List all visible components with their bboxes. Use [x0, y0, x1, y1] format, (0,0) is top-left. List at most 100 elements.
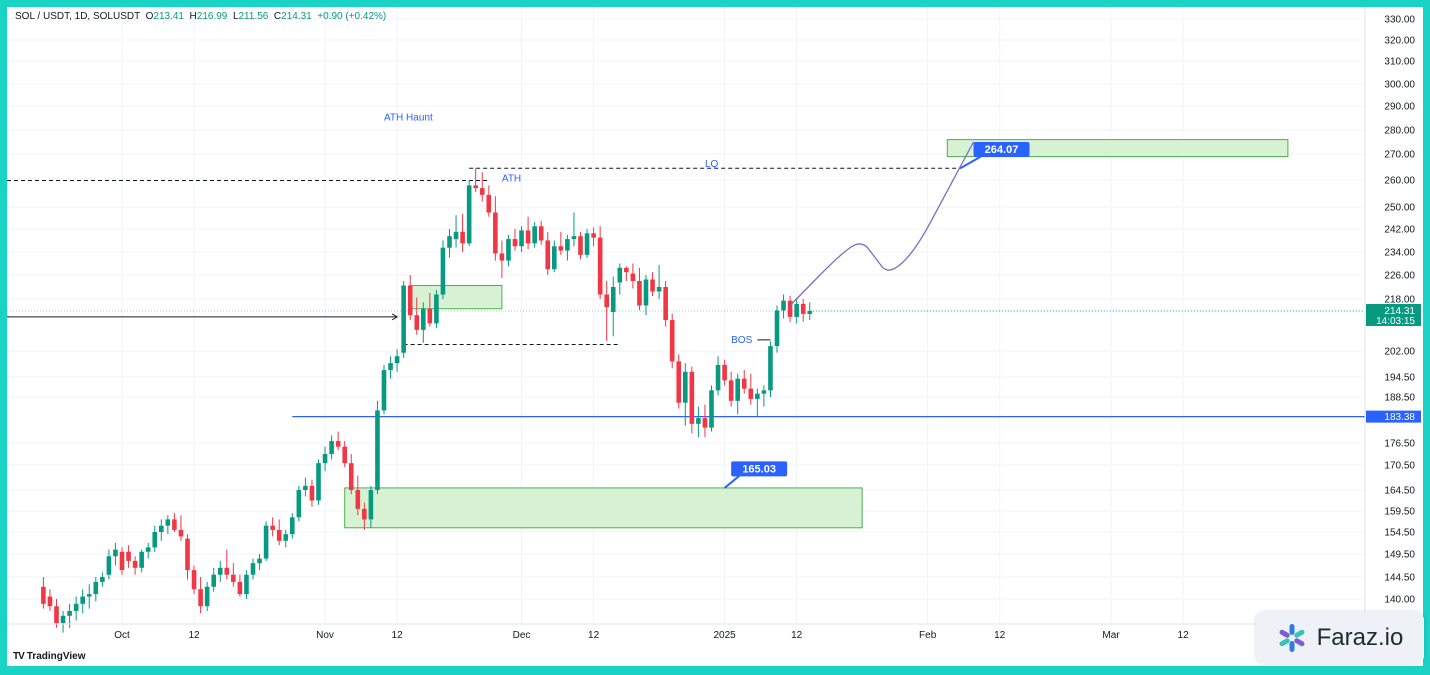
candle	[296, 485, 302, 522]
candle-body	[276, 529, 282, 541]
candle-body	[650, 279, 655, 292]
candle	[60, 611, 66, 633]
candle-body	[106, 556, 112, 575]
candle-body	[270, 525, 275, 530]
candle	[610, 276, 616, 337]
candle	[683, 363, 688, 426]
candle	[244, 570, 249, 599]
candle-body	[722, 364, 727, 381]
candle-body	[231, 574, 236, 582]
candle	[145, 543, 151, 559]
candle-body	[709, 390, 714, 428]
y-tick-label: 218.00	[1384, 295, 1415, 306]
candle	[466, 180, 472, 247]
candle-body	[329, 441, 334, 454]
candle-body	[800, 303, 806, 314]
candles-layer	[41, 168, 813, 633]
candle	[689, 366, 695, 434]
tradingview-logo[interactable]: TV TradingView	[13, 651, 86, 662]
last-price-tag-bg	[1366, 303, 1421, 326]
candle-body	[768, 346, 773, 391]
lq-label: LQ	[705, 159, 719, 170]
chart-background	[7, 7, 1423, 666]
candle-body	[322, 454, 328, 464]
y-tick-label: 300.00	[1384, 80, 1415, 91]
candle	[54, 599, 59, 628]
candle	[787, 296, 793, 322]
candle	[394, 349, 400, 372]
candle	[447, 229, 452, 258]
y-tick-label: 202.00	[1384, 347, 1415, 358]
candle-body	[696, 418, 701, 424]
candle	[421, 302, 426, 343]
y-tick-label: 188.50	[1384, 393, 1415, 404]
candle-body	[348, 463, 354, 490]
y-tick-label: 310.00	[1384, 57, 1415, 68]
candle	[381, 364, 387, 415]
candle-body	[296, 490, 302, 518]
y-tick-label: 149.50	[1384, 550, 1415, 561]
candle	[316, 459, 321, 505]
x-tick-label: Nov	[316, 630, 334, 641]
candle	[191, 565, 197, 595]
candle	[663, 281, 668, 327]
candle	[250, 558, 256, 580]
x-axis[interactable]: Oct 12 Nov 12 Dec 12 2025 12 Feb 12 Mar 12	[7, 623, 1423, 641]
x-tick-label: 12	[588, 630, 600, 641]
candle	[486, 185, 492, 217]
candle-body	[479, 188, 485, 195]
candle-body	[401, 285, 406, 353]
high-label: H	[189, 11, 197, 22]
y-tick-label: 159.50	[1384, 507, 1415, 518]
y-tick-label: 140.00	[1384, 595, 1415, 606]
candle	[552, 240, 557, 273]
candle	[73, 596, 79, 621]
y-axis[interactable]: 330.00 320.00 310.00 300.00 290.00 280.00 270.…	[1364, 7, 1421, 624]
candle	[303, 477, 308, 497]
candle	[643, 275, 649, 316]
candle-body	[624, 267, 629, 273]
candle-body	[512, 239, 518, 247]
price-chart[interactable]: ATH Haunt ATH LQ BOS 264.07 165.03 330.00 320.…	[7, 7, 1423, 666]
candle-body	[781, 300, 786, 311]
y-tick-label: 250.00	[1384, 203, 1415, 214]
close-value: 214.31	[281, 11, 312, 22]
candle-body	[689, 371, 695, 424]
candle	[126, 545, 131, 568]
support-tag-value: 183.38	[1384, 412, 1415, 423]
candle-body	[525, 230, 531, 244]
candle-body	[748, 388, 754, 399]
candle	[591, 227, 596, 247]
candle-body	[159, 525, 164, 532]
candle-body	[447, 236, 452, 248]
candle	[204, 581, 210, 611]
candle	[800, 299, 806, 322]
open-value: 213.41	[153, 11, 184, 22]
candle-body	[113, 549, 118, 557]
candle-body	[715, 364, 721, 391]
candle-body	[565, 239, 570, 251]
candle-body	[663, 287, 668, 321]
candle	[453, 215, 459, 248]
candle-body	[578, 236, 583, 255]
candle	[368, 485, 374, 528]
candle	[198, 577, 203, 614]
y-tick-label: 170.50	[1384, 461, 1415, 472]
grid-layer	[7, 7, 1365, 624]
candle	[47, 589, 53, 611]
candle	[565, 234, 570, 261]
watermark-text: Faraz.io	[1316, 624, 1404, 651]
candle	[407, 275, 413, 321]
candle-body	[54, 606, 59, 623]
candle	[722, 359, 727, 386]
last-price-value: 214.31	[1384, 306, 1415, 317]
candle	[755, 388, 760, 417]
candle-body	[787, 300, 793, 317]
candle	[414, 297, 420, 335]
support-price-tag: 183.38	[1366, 410, 1421, 423]
candle-body	[591, 233, 596, 238]
target-upper-box	[973, 142, 1030, 157]
x-tick-label: Oct	[114, 630, 130, 641]
candle-body	[453, 231, 459, 240]
candle-body	[571, 236, 577, 240]
